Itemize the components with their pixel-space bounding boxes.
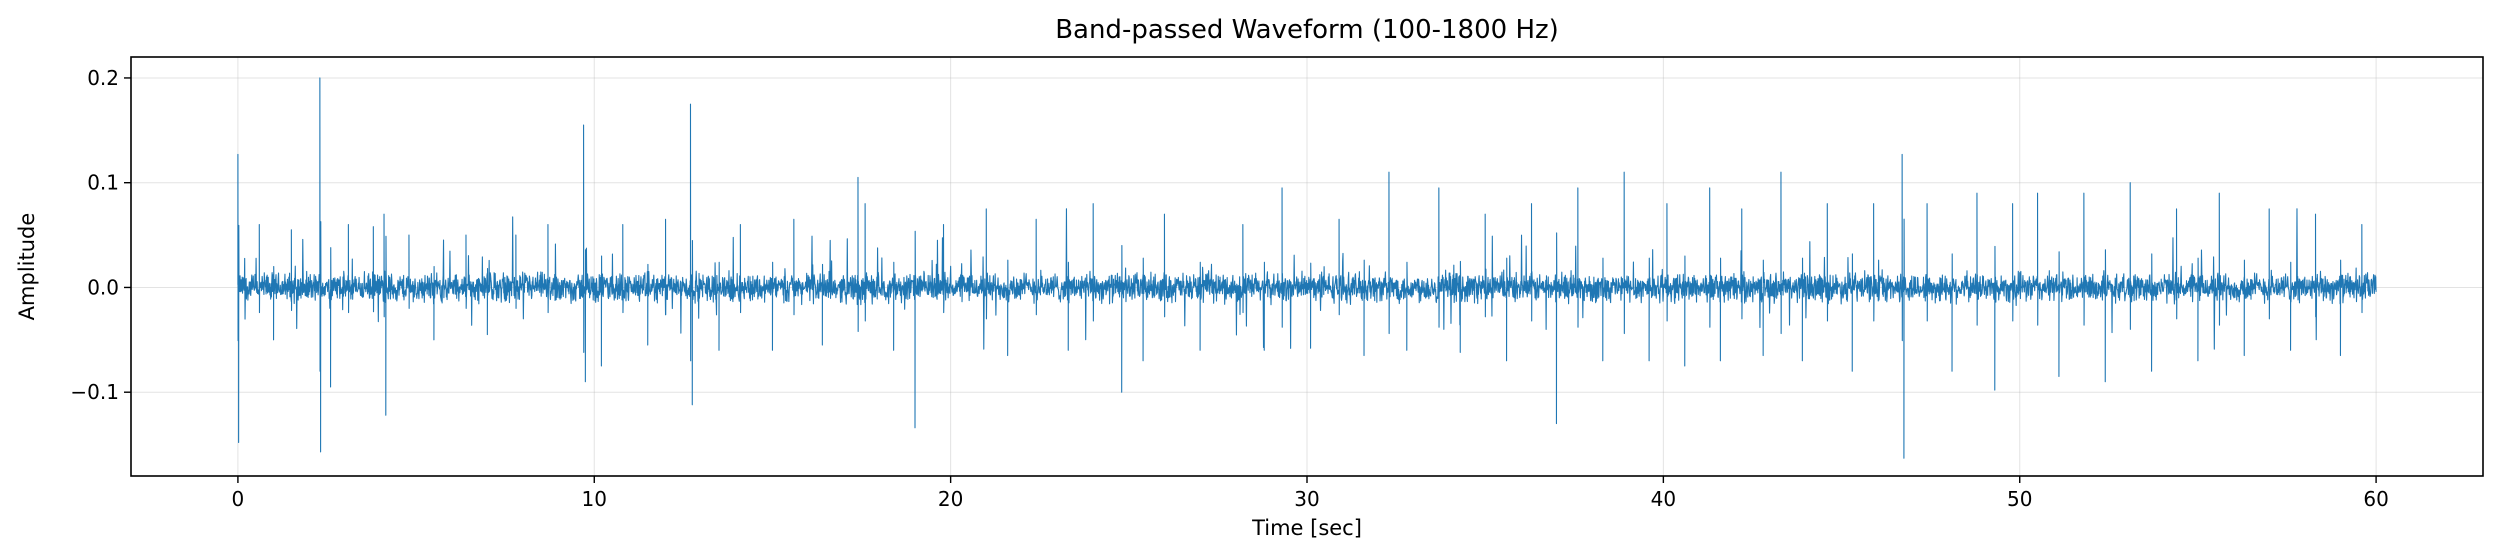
x-tick-label: 20 (938, 487, 963, 511)
y-axis-label: Amplitude (15, 213, 39, 321)
x-tick-label: 50 (2007, 487, 2032, 511)
x-tick-label: 60 (2363, 487, 2388, 511)
y-tick-label: 0.1 (87, 171, 119, 195)
x-tick-label: 40 (1651, 487, 1676, 511)
y-tick-label: −0.1 (70, 380, 119, 404)
y-tick-label: 0.0 (87, 275, 119, 299)
x-tick-label: 0 (232, 487, 245, 511)
x-tick-label: 30 (1294, 487, 1319, 511)
plot-layer (237, 77, 2377, 459)
x-tick-label: 10 (582, 487, 607, 511)
chart-title: Band-passed Waveform (100-1800 Hz) (1055, 15, 1559, 45)
y-tick-label: 0.2 (87, 66, 119, 90)
tick-layer: 0 10 20 30 40 50 60 −0.1 0.0 0.1 0.2 (70, 66, 2388, 511)
waveform-series-line (237, 77, 2377, 459)
x-axis-label: Time [sec] (1251, 516, 1362, 540)
